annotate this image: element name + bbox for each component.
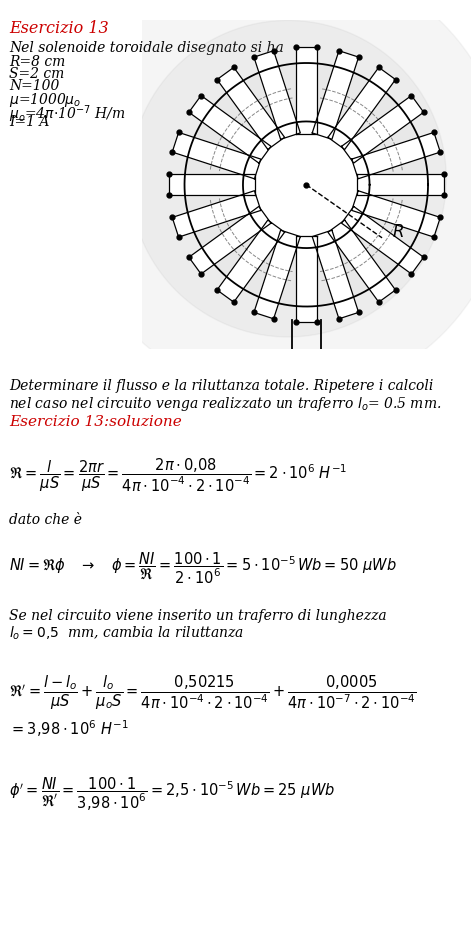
Circle shape	[69, 0, 473, 398]
Circle shape	[130, 20, 447, 337]
Circle shape	[184, 63, 428, 306]
Polygon shape	[189, 96, 271, 163]
Text: N=100: N=100	[9, 79, 60, 93]
Circle shape	[243, 121, 369, 248]
Text: $\mu$=1000$\mu_o$: $\mu$=1000$\mu_o$	[9, 91, 82, 109]
Polygon shape	[342, 96, 424, 163]
Text: $\phi' = \dfrac{NI}{\mathfrak{R}'} = \dfrac{100 \cdot 1}{3{,}98 \cdot 10^6} = 2{: $\phi' = \dfrac{NI}{\mathfrak{R}'} = \df…	[9, 776, 335, 813]
Text: Nel solenoide toroidale disegnato si ha: Nel solenoide toroidale disegnato si ha	[9, 41, 284, 55]
Polygon shape	[358, 174, 444, 196]
Polygon shape	[352, 132, 440, 179]
Polygon shape	[254, 50, 300, 140]
Polygon shape	[328, 67, 395, 150]
Text: $NI = \mathfrak{R}\phi \quad \rightarrow \quad \phi = \dfrac{NI}{\mathfrak{R}} =: $NI = \mathfrak{R}\phi \quad \rightarrow…	[9, 551, 397, 587]
Text: $R$: $R$	[392, 223, 404, 240]
Text: Determinare il flusso e la riluttanza totale. Ripetere i calcoli: Determinare il flusso e la riluttanza to…	[9, 379, 434, 393]
Text: dato che è: dato che è	[9, 513, 82, 527]
Polygon shape	[172, 132, 261, 179]
Text: I=1 A: I=1 A	[9, 115, 50, 129]
Text: Esercizio 13: Esercizio 13	[9, 20, 109, 37]
Polygon shape	[328, 220, 395, 303]
Polygon shape	[172, 191, 261, 237]
Text: nel caso nel circuito venga realizzato un traferro $l_o$= 0.5 mm.: nel caso nel circuito venga realizzato u…	[9, 395, 442, 412]
Text: Esercizio 13:soluzione: Esercizio 13:soluzione	[9, 415, 182, 429]
Text: $\mu_o$=4$\pi$$\cdot$10$^{-7}$ H/m: $\mu_o$=4$\pi$$\cdot$10$^{-7}$ H/m	[9, 103, 126, 125]
Polygon shape	[312, 230, 359, 318]
Polygon shape	[254, 230, 300, 318]
Polygon shape	[296, 47, 316, 134]
Polygon shape	[189, 207, 271, 274]
Text: R=8 cm: R=8 cm	[9, 55, 66, 69]
Polygon shape	[312, 50, 359, 140]
Polygon shape	[217, 220, 285, 303]
Polygon shape	[169, 174, 255, 196]
Polygon shape	[296, 236, 316, 322]
Polygon shape	[342, 207, 424, 274]
Text: Se nel circuito viene inserito un traferro di lunghezza: Se nel circuito viene inserito un trafer…	[9, 609, 387, 623]
Polygon shape	[352, 191, 440, 237]
Text: $\mathfrak{R}' = \dfrac{l-l_o}{\mu S} + \dfrac{l_o}{\mu_o S} = \dfrac{0{,}50215}: $\mathfrak{R}' = \dfrac{l-l_o}{\mu S} + …	[9, 674, 417, 712]
Circle shape	[191, 81, 385, 277]
Text: $\mathfrak{R} = \dfrac{l}{\mu S} = \dfrac{2\pi r}{\mu S} = \dfrac{2\pi \cdot 0{,: $\mathfrak{R} = \dfrac{l}{\mu S} = \dfra…	[9, 456, 348, 493]
Text: S=2 cm: S=2 cm	[9, 67, 65, 81]
Text: $= 3{,}98 \cdot 10^6 \ H^{-1}$: $= 3{,}98 \cdot 10^6 \ H^{-1}$	[9, 719, 129, 739]
Polygon shape	[217, 67, 285, 150]
Text: $l_o{=}0{,}5$  mm, cambia la riluttanza: $l_o{=}0{,}5$ mm, cambia la riluttanza	[9, 625, 245, 642]
